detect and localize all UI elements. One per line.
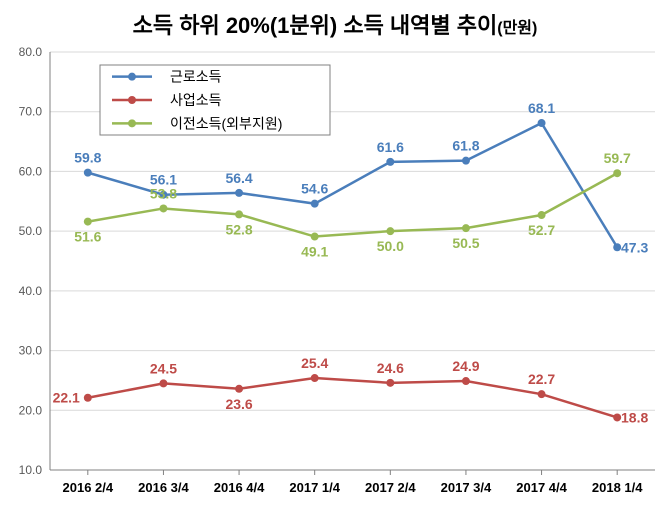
- data-label: 22.7: [528, 371, 555, 387]
- legend-label: 이전소득(외부지원): [170, 115, 282, 131]
- data-label: 50.5: [452, 235, 479, 251]
- series-marker: [311, 200, 319, 208]
- y-tick-label: 10.0: [19, 463, 43, 477]
- data-label: 68.1: [528, 100, 555, 116]
- x-tick-label: 2018 1/4: [592, 480, 643, 495]
- legend-label: 사업소득: [170, 92, 222, 108]
- data-label: 24.6: [377, 360, 404, 376]
- series-marker: [84, 218, 92, 226]
- data-label: 22.1: [53, 390, 80, 406]
- data-label: 50.0: [377, 238, 404, 254]
- series-marker: [311, 374, 319, 382]
- title-main: 소득 하위 20%(1분위) 소득 내역별 추이: [133, 13, 498, 38]
- x-tick-label: 2017 4/4: [516, 480, 567, 495]
- x-tick-label: 2017 1/4: [289, 480, 340, 495]
- series-marker: [613, 243, 621, 251]
- y-tick-label: 40.0: [19, 284, 43, 298]
- data-label: 49.1: [301, 244, 328, 260]
- legend-marker: [128, 119, 136, 127]
- y-tick-label: 80.0: [19, 45, 43, 59]
- series-marker: [84, 169, 92, 177]
- data-label: 51.6: [74, 229, 101, 245]
- data-label: 25.4: [301, 355, 328, 371]
- series-marker: [159, 379, 167, 387]
- series-marker: [386, 158, 394, 166]
- series-marker: [462, 157, 470, 165]
- data-label: 24.5: [150, 360, 177, 376]
- data-label: 59.7: [604, 150, 631, 166]
- x-tick-label: 2016 4/4: [214, 480, 265, 495]
- data-label: 56.4: [225, 170, 252, 186]
- series-marker: [235, 189, 243, 197]
- x-tick-label: 2017 3/4: [441, 480, 492, 495]
- series-marker: [84, 394, 92, 402]
- y-tick-label: 30.0: [19, 344, 43, 358]
- series-marker: [538, 211, 546, 219]
- series-marker: [462, 377, 470, 385]
- data-label: 59.8: [74, 150, 101, 166]
- series-marker: [538, 119, 546, 127]
- legend-marker: [128, 73, 136, 81]
- data-label: 53.8: [150, 185, 177, 201]
- series-marker: [613, 413, 621, 421]
- series-marker: [235, 385, 243, 393]
- series-marker: [159, 204, 167, 212]
- series-marker: [311, 233, 319, 241]
- y-tick-label: 60.0: [19, 164, 43, 178]
- series-marker: [538, 390, 546, 398]
- chart-container: 소득 하위 20%(1분위) 소득 내역별 추이(만원) 10.0 20.0 30.…: [0, 0, 670, 507]
- data-label: 61.8: [452, 138, 479, 154]
- chart-title: 소득 하위 20%(1분위) 소득 내역별 추이(만원): [0, 8, 670, 40]
- data-label: 23.6: [225, 396, 252, 412]
- data-label: 24.9: [452, 358, 479, 374]
- x-tick-label: 2016 3/4: [138, 480, 189, 495]
- line-chart: 10.0 20.0 30.0 40.0 50.0 60.0 70.0 80.0 2016 2/4…: [0, 0, 670, 507]
- data-label: 47.3: [621, 239, 648, 255]
- data-label: 18.8: [621, 409, 648, 425]
- y-tick-label: 20.0: [19, 403, 43, 417]
- data-label: 52.7: [528, 222, 555, 238]
- legend-marker: [128, 96, 136, 104]
- x-tick-label: 2016 2/4: [63, 480, 114, 495]
- y-tick-label: 70.0: [19, 105, 43, 119]
- series-marker: [386, 379, 394, 387]
- series-marker: [462, 224, 470, 232]
- y-tick-label: 50.0: [19, 224, 43, 238]
- series-marker: [386, 227, 394, 235]
- series-marker: [235, 210, 243, 218]
- legend-label: 근로소득: [170, 69, 222, 85]
- data-label: 61.6: [377, 139, 404, 155]
- title-unit: (만원): [497, 20, 537, 37]
- series-marker: [613, 169, 621, 177]
- data-label: 54.6: [301, 181, 328, 197]
- x-tick-label: 2017 2/4: [365, 480, 416, 495]
- data-label: 52.8: [225, 221, 252, 237]
